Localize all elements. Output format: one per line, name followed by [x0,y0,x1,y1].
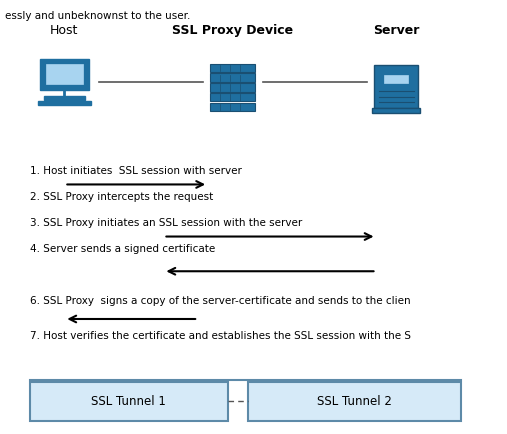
FancyBboxPatch shape [210,93,256,102]
Text: Host: Host [50,24,79,37]
FancyBboxPatch shape [44,96,85,100]
FancyBboxPatch shape [248,382,461,421]
Text: 2. SSL Proxy intercepts the request: 2. SSL Proxy intercepts the request [30,192,213,202]
FancyBboxPatch shape [375,65,418,108]
FancyBboxPatch shape [210,103,256,111]
FancyBboxPatch shape [210,83,256,92]
Text: SSL Tunnel 1: SSL Tunnel 1 [91,395,166,408]
FancyBboxPatch shape [210,73,256,82]
Text: SSL Proxy Device: SSL Proxy Device [172,24,294,37]
Text: 3. SSL Proxy initiates an SSL session with the server: 3. SSL Proxy initiates an SSL session wi… [30,218,302,228]
FancyBboxPatch shape [384,75,408,82]
FancyBboxPatch shape [210,64,256,72]
Text: 4. Server sends a signed certificate: 4. Server sends a signed certificate [30,244,215,254]
Text: Server: Server [373,24,419,37]
FancyBboxPatch shape [40,59,89,90]
Text: 6. SSL Proxy  signs a copy of the server-certificate and sends to the clien: 6. SSL Proxy signs a copy of the server-… [30,296,410,306]
Text: SSL Tunnel 2: SSL Tunnel 2 [317,395,391,408]
Text: 7. Host verifies the certificate and establishes the SSL session with the S: 7. Host verifies the certificate and est… [30,331,411,341]
FancyBboxPatch shape [30,382,228,421]
Text: 1. Host initiates  SSL session with server: 1. Host initiates SSL session with serve… [30,166,242,176]
FancyBboxPatch shape [38,101,91,105]
FancyBboxPatch shape [372,108,420,113]
FancyBboxPatch shape [46,63,83,84]
Text: essly and unbeknownst to the user.: essly and unbeknownst to the user. [5,11,190,21]
